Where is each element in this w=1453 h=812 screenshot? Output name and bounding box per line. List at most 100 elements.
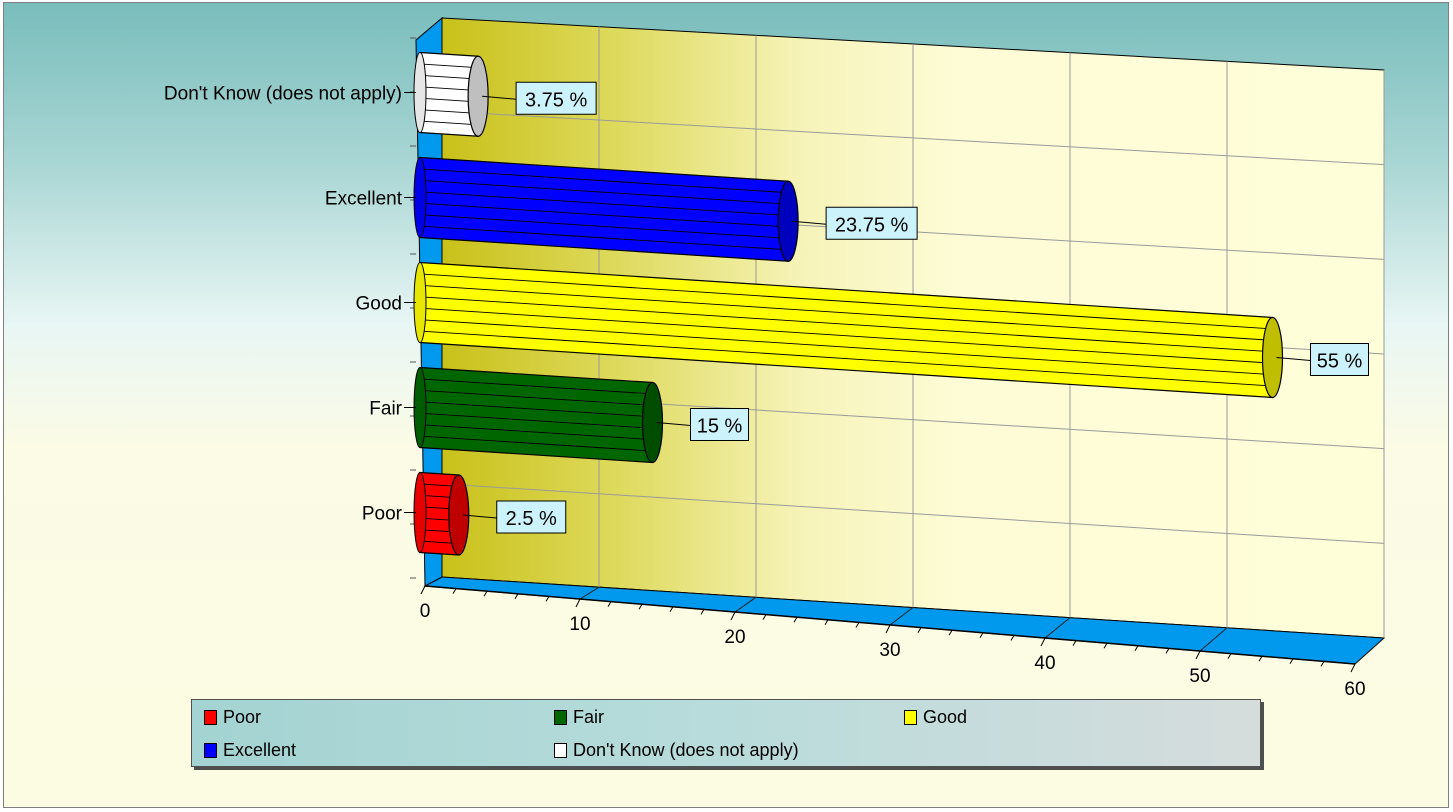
x-minor-tick — [1320, 661, 1325, 667]
legend-item-good: Good — [904, 707, 967, 728]
legend-swatch-fair — [554, 710, 567, 725]
x-minor-tick — [669, 606, 674, 613]
bar-rib — [419, 424, 653, 441]
x-tick-40 — [1040, 637, 1046, 647]
floor-gridline-30 — [889, 607, 914, 626]
bar-rib — [419, 378, 653, 395]
category-label-fair: Fair — [369, 399, 402, 420]
x-minor-tick — [1010, 635, 1015, 641]
x-minor-tick — [545, 596, 550, 602]
legend-item-poor: Poor — [204, 707, 261, 728]
legend-item-dont-know: Don't Know (does not apply) — [554, 740, 799, 761]
data-label-fair: 15 % — [697, 416, 743, 438]
x-minor-tick — [979, 632, 984, 639]
data-label-good: 55 % — [1317, 351, 1363, 373]
x-minor-tick — [1165, 648, 1170, 654]
legend-item-excellent: Excellent — [204, 740, 296, 761]
data-label-leader — [1276, 357, 1311, 361]
floor-gridline-20 — [734, 596, 757, 613]
bar-rib — [419, 389, 653, 406]
x-minor-tick — [1227, 653, 1232, 659]
x-minor-tick — [824, 619, 829, 626]
x-minor-tick — [1289, 658, 1294, 665]
bar-rib — [419, 74, 479, 80]
bar-rib — [419, 179, 789, 205]
bar-rib — [419, 273, 1273, 330]
bar-rib — [419, 401, 653, 418]
x-tick-20 — [730, 611, 736, 621]
floor-gridline-60 — [1354, 637, 1385, 665]
legend-label-poor: Poor — [223, 707, 262, 727]
legend-swatch-excellent — [204, 743, 217, 758]
bar-rib — [419, 202, 789, 228]
floor-gridline-10 — [579, 586, 600, 600]
bar-rib — [419, 225, 789, 251]
legend-swatch-dont-know — [554, 743, 567, 758]
bar-end-cap-poor — [448, 474, 470, 556]
bar-rib — [419, 284, 1273, 341]
bar-rib — [419, 63, 479, 69]
bar-rib — [419, 214, 789, 239]
x-minor-tick — [917, 627, 922, 633]
data-label-box-good — [1310, 343, 1369, 376]
legend-label-good: Good — [923, 707, 968, 727]
x-minor-tick — [1072, 640, 1077, 646]
legend-label-fair: Fair — [573, 707, 604, 727]
data-label-leader — [462, 514, 497, 519]
data-label-leader — [792, 220, 827, 225]
bar-rib — [419, 307, 1273, 364]
bar-end-cap-don-t-know-does-not-apply — [467, 55, 489, 137]
data-label-leader — [482, 95, 517, 100]
x-minor-tick — [948, 629, 953, 636]
category-label-poor: Poor — [362, 504, 403, 525]
legend-swatch-good — [904, 710, 917, 725]
x-tick-50 — [1195, 650, 1201, 660]
x-minor-tick — [607, 601, 612, 607]
x-tick-label-20: 20 — [724, 627, 745, 648]
x-minor-tick — [452, 588, 457, 594]
bar-rib — [419, 191, 789, 216]
bar-rib — [419, 120, 479, 126]
bar-rib — [419, 296, 1273, 353]
category-label-don-t-know-does-not-apply: Don't Know (does not apply) — [164, 84, 402, 105]
x-minor-tick — [1134, 645, 1139, 652]
x-tick-30 — [885, 624, 891, 634]
x-minor-tick — [483, 590, 488, 597]
x-tick-label-30: 30 — [879, 640, 900, 661]
chart-legend: Poor Fair Good Excellent Don't Know (doe… — [191, 699, 1261, 767]
bar-rib — [419, 435, 653, 452]
bar-end-cap-excellent — [777, 180, 799, 262]
x-minor-tick — [700, 609, 705, 615]
bar-rib — [419, 319, 1273, 376]
bar-end-cap-fair — [641, 381, 664, 464]
x-minor-tick — [638, 603, 643, 610]
legend-swatch-poor — [204, 710, 217, 725]
x-tick-label-0: 0 — [420, 601, 431, 622]
x-minor-tick — [855, 622, 860, 628]
x-tick-label-50: 50 — [1189, 666, 1210, 687]
data-label-leader — [656, 422, 691, 426]
x-tick-label-60: 60 — [1344, 679, 1365, 700]
x-minor-tick — [793, 616, 798, 623]
x-minor-tick — [762, 614, 767, 620]
x-minor-tick — [1258, 655, 1263, 662]
x-minor-tick — [1103, 642, 1108, 649]
x-tick-60 — [1350, 663, 1356, 673]
x-tick-label-40: 40 — [1034, 653, 1055, 674]
data-label-box-poor — [496, 500, 567, 534]
bar-fair — [419, 366, 654, 464]
x-tick-label-10: 10 — [569, 614, 590, 635]
category-label-good: Good — [356, 294, 402, 315]
data-label-box-don-t-know-does-not-apply — [515, 81, 597, 115]
data-label-poor: 2.5 % — [506, 508, 557, 530]
data-label-excellent: 23.75 % — [835, 214, 909, 236]
floor-gridline-40 — [1044, 617, 1071, 639]
bar-end-cap-good — [1261, 316, 1284, 399]
data-label-don-t-know-does-not-apply: 3.75 % — [525, 89, 587, 111]
x-minor-tick — [514, 593, 519, 600]
bar-rib — [419, 412, 653, 429]
gridline-horizontal — [441, 483, 1385, 544]
bar-rib — [419, 330, 1273, 387]
data-label-box-excellent — [825, 206, 918, 240]
